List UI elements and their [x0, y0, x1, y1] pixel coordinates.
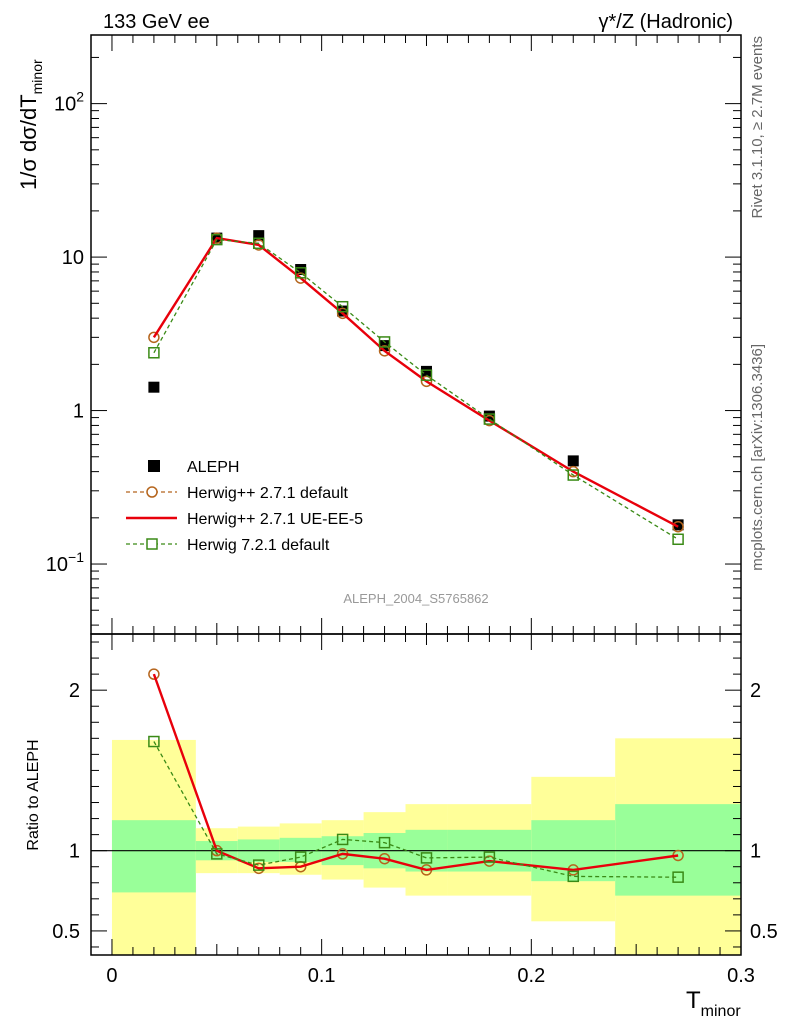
ratio-point-herwig_721: [567, 870, 580, 883]
main-point-data: [420, 365, 432, 377]
watermark: ALEPH_2004_S5765862: [343, 591, 488, 606]
main-y-tick-label: 10: [62, 247, 84, 269]
main-point-data: [148, 381, 160, 393]
legend-marker-data: [148, 460, 160, 472]
ratio-point-herwig_271_default: [148, 668, 160, 680]
ratio-y-axis-label: Ratio to ALEPH: [25, 739, 42, 850]
main-line-herwig_271_default: [153, 237, 679, 528]
main-point-herwig_721: [294, 267, 307, 279]
ratio-point-herwig_721: [378, 836, 391, 849]
legend-label-herwig_ue: Herwig++ 2.7.1 UE-EE-5: [187, 511, 363, 528]
ratio-y-tick-label-left: 2: [69, 680, 80, 702]
header-left: 133 GeV ee: [103, 11, 210, 33]
main-point-herwig_721: [672, 533, 684, 546]
ratio-y-tick-label-right: 2: [750, 680, 761, 702]
main-point-herwig_271_default: [336, 307, 349, 320]
main-point-herwig_721: [336, 300, 349, 313]
ratio-y-tick-label-right: 0.5: [750, 921, 778, 943]
legend-marker-herwig_271_default: [146, 486, 158, 498]
ratio-point-herwig_721: [294, 851, 307, 863]
main-point-herwig_721: [483, 413, 496, 425]
legend-marker-herwig_721: [146, 538, 158, 550]
header-right: γ*/Z (Hadronic): [599, 11, 733, 33]
main-point-herwig_721: [420, 369, 433, 381]
ratio-x-tick-label: 0: [106, 965, 117, 987]
main-point-herwig_721: [567, 469, 580, 481]
side-text-mcplots: mcplots.cern.ch [arXiv:1306.3436]: [749, 344, 766, 571]
main-y-axis-label: 1/σ dσ/dTminor: [16, 59, 45, 190]
ratio-frame: [90, 633, 742, 956]
ratio-point-herwig_721: [211, 848, 223, 860]
main-point-herwig_271_default: [672, 520, 684, 533]
main-y-tick-label: 10−1: [46, 549, 84, 576]
legend-label-herwig_271_default: Herwig++ 2.7.1 default: [187, 485, 349, 502]
ratio-panel: 0.5 0.5 1 1 2 2 0 0.1 0.2 0.3 Ratio to ALEPH Tminor: [25, 633, 778, 1020]
ratio-point-herwig_721: [336, 833, 349, 846]
main-point-data: [567, 455, 579, 467]
ratio-band-inner: [111, 820, 196, 893]
main-point-herwig_721: [148, 347, 160, 359]
main-point-herwig_721: [378, 336, 391, 348]
main-line-herwig_ue: [152, 236, 679, 528]
ratio-point-herwig_721: [672, 871, 684, 883]
ratio-line-herwig_721: [153, 741, 679, 878]
x-axis-label: Tminor: [686, 987, 741, 1020]
main-point-herwig_721: [211, 233, 223, 246]
side-text-rivet: Rivet 3.1.10, ≥ 2.7M events: [749, 36, 766, 219]
main-point-data: [295, 264, 307, 276]
main-point-data: [253, 230, 265, 242]
ratio-point-herwig_721: [483, 851, 496, 863]
main-panel: 10−1 1 10 102 1/σ dσ/dTminor ALEPH Herwig++ 2.…: [16, 34, 742, 635]
main-y-tick-label: 102: [54, 89, 84, 116]
main-point-herwig_271_default: [378, 345, 391, 357]
ratio-y-tick-label-left: 0.5: [52, 921, 80, 943]
ratio-x-tick-label: 0.2: [517, 965, 545, 987]
ratio-point-herwig_721: [420, 852, 433, 864]
main-line-herwig_721: [153, 238, 679, 540]
ratio-point-herwig_721: [252, 859, 265, 871]
main-point-herwig_271_default: [420, 375, 433, 388]
ratio-y-tick-label-right: 1: [750, 841, 761, 863]
ratio-x-tick-label: 0.3: [727, 965, 755, 987]
legend-label-data: ALEPH: [187, 459, 239, 476]
main-point-herwig_721: [252, 237, 265, 250]
ratio-x-tick-label: 0.1: [308, 965, 336, 987]
ratio-point-herwig_721: [148, 735, 160, 748]
main-point-herwig_271_default: [148, 331, 160, 344]
legend-label-herwig_721: Herwig 7.2.1 default: [187, 537, 330, 554]
ratio-y-tick-label-left: 1: [69, 841, 80, 863]
ratio-band-inner: [279, 837, 322, 862]
main-point-data: [672, 519, 684, 531]
main-y-tick-label: 1: [73, 401, 84, 423]
